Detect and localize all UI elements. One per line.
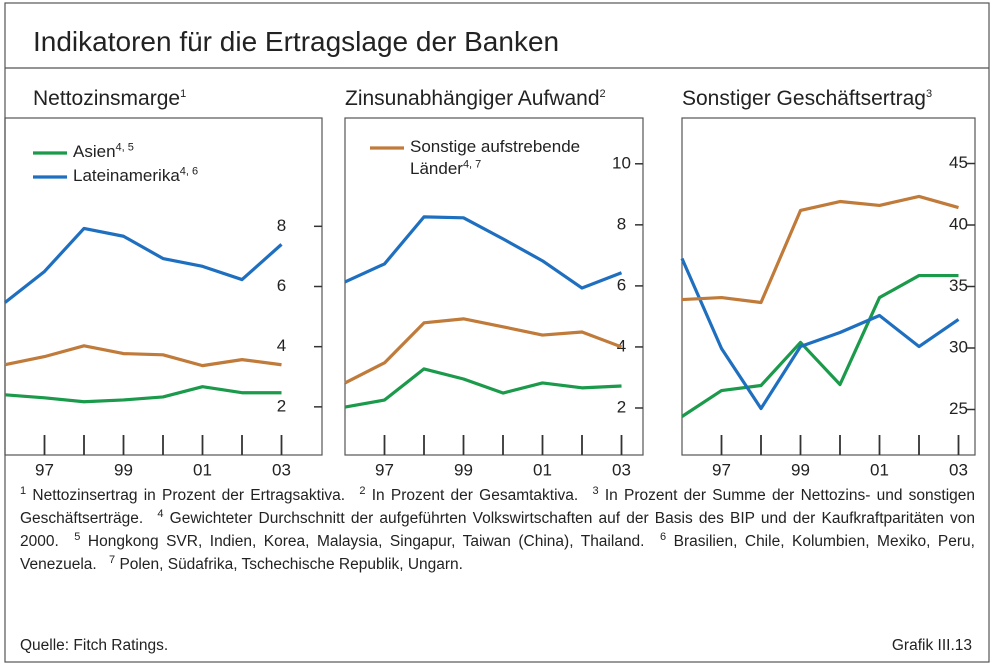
x-tick-label: 03	[949, 460, 968, 479]
panel-title-note: 3	[925, 88, 933, 100]
y-tick-label: 8	[277, 216, 286, 235]
y-tick-label: 25	[949, 399, 968, 418]
x-tick-label: 03	[272, 460, 291, 479]
y-tick-label: 6	[617, 275, 626, 294]
x-tick-label: 97	[35, 460, 54, 479]
footnote: 1 Nettozinsertrag in Prozent der Ertrags…	[20, 484, 346, 504]
footnote-mark: 2	[359, 484, 366, 497]
y-tick-label: 40	[949, 214, 968, 233]
footnote-text: Nettozinsertrag in Prozent der Ertragsak…	[32, 487, 346, 504]
line-series	[344, 317, 623, 385]
legend-label: Asien4, 5	[73, 141, 273, 163]
line-series	[680, 257, 960, 411]
y-tick-label: 2	[277, 396, 286, 415]
source: Quelle: Fitch Ratings.	[20, 637, 169, 654]
legend-note: 4, 5	[115, 141, 134, 154]
panel-title-note: 2	[599, 88, 606, 100]
y-tick-label: 6	[277, 276, 286, 295]
legend-label: Lateinamerika4, 6	[73, 165, 273, 187]
footnote: 5 Hongkong SVR, Indien, Korea, Malaysia,…	[74, 530, 645, 550]
x-tick-label: 99	[114, 460, 133, 479]
footnote-text: Polen, Südafrika, Tschechische Republik,…	[119, 556, 463, 573]
footnote-mark: 7	[109, 553, 116, 566]
legend-name: Lateinamerika	[73, 166, 180, 185]
panel-frame	[681, 117, 976, 456]
line-series	[4, 344, 282, 368]
line-series	[4, 385, 282, 404]
footnote: 7 Polen, Südafrika, Tschechische Republi…	[109, 553, 463, 573]
panel-title: Nettozinsmarge1	[33, 87, 186, 111]
footnote: 6 Brasilien, Chile, Kolumbien, Mexiko, P…	[20, 530, 975, 573]
x-tick-label: 99	[791, 460, 810, 479]
legend-name: Asien	[73, 142, 116, 161]
y-tick-label: 8	[617, 214, 626, 233]
x-tick-label: 01	[193, 460, 212, 479]
footnote: 2 In Prozent der Gesamtaktiva.	[359, 484, 579, 504]
figure-label: Grafik III.13	[891, 637, 972, 654]
line-series	[344, 215, 623, 290]
legend-label: Sonstige aufstrebende Länder4, 7	[410, 136, 610, 180]
footnote-mark: 5	[74, 530, 81, 543]
panel-title-note: 1	[180, 88, 187, 100]
y-tick-label: 45	[949, 153, 968, 172]
footnote: 3 In Prozent der Summe der Nettozins- un…	[20, 484, 976, 527]
footnote-mark: 6	[660, 530, 667, 543]
line-series	[681, 273, 959, 418]
legend-note: 4, 7	[462, 158, 482, 171]
footnote-text: Hongkong SVR, Indien, Korea, Malaysia, S…	[87, 533, 645, 550]
footnote-mark: 3	[592, 484, 599, 497]
x-tick-label: 01	[870, 460, 889, 479]
y-tick-label: 2	[617, 397, 626, 416]
page-title: Indikatoren für die Ertragslage der Bank…	[33, 26, 560, 57]
y-tick-label: 35	[949, 276, 968, 295]
footnote-mark: 4	[157, 507, 164, 520]
panel-title: Sonstiger Geschäftsertrag3	[682, 87, 932, 111]
footnote-text: In Prozent der Summe der Nettozins- und …	[20, 487, 976, 527]
panel-title-text: Nettozinsmarge	[33, 87, 181, 110]
y-tick-label: 4	[277, 336, 286, 355]
x-tick-label: 03	[612, 460, 631, 479]
x-tick-label: 97	[375, 460, 394, 479]
legend-name: Sonstige aufstrebende Länder	[410, 137, 581, 178]
panel-title-text: Zinsunabhängiger Aufwand	[345, 87, 600, 110]
panel-title-text: Sonstiger Geschäftsertrag	[682, 87, 926, 110]
footnote-text: In Prozent der Gesamtaktiva.	[371, 487, 579, 504]
x-tick-label: 99	[454, 460, 473, 479]
line-series	[344, 367, 622, 409]
footnote-text: Brasilien, Chile, Kolumbien, Mexiko, Per…	[20, 533, 975, 573]
footnote: 4 Gewichteter Durchschnitt der aufgeführ…	[20, 507, 975, 550]
y-tick-label: 10	[612, 153, 631, 172]
line-series	[681, 194, 959, 305]
footnote-mark: 1	[20, 484, 27, 497]
footnotes: 1 Nettozinsertrag in Prozent der Ertrags…	[20, 484, 975, 576]
y-tick-label: 30	[949, 337, 968, 356]
panel-title: Zinsunabhängiger Aufwand2	[345, 87, 606, 111]
legend-note: 4, 6	[179, 165, 199, 178]
line-series	[4, 226, 283, 304]
footnote-text: Gewichteter Durchschnitt der aufgeführte…	[20, 510, 975, 550]
x-tick-label: 01	[533, 460, 552, 479]
x-tick-label: 97	[712, 460, 731, 479]
